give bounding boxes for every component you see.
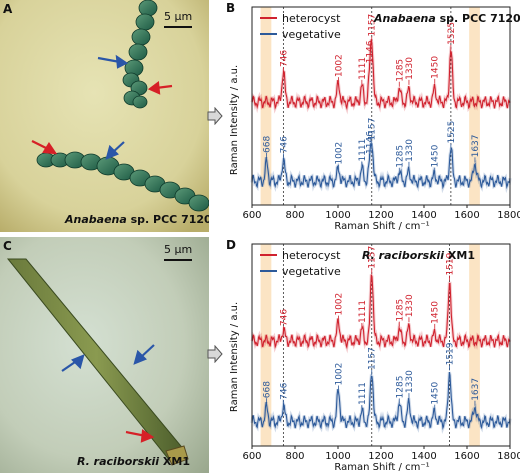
photo-label-c-italic: R. raciborskii bbox=[77, 455, 160, 468]
x-axis-label-b: Raman Shift / cm⁻¹ bbox=[334, 221, 429, 232]
chart-title-b: Anabaena sp. PCC 7120 bbox=[373, 12, 520, 25]
micrograph-anabaena: A 5 μm Anabaena sp. PCC 7120 bbox=[0, 0, 209, 232]
series-line bbox=[251, 142, 511, 190]
y-axis-label-b: Raman Intensity / a.u. bbox=[229, 65, 240, 175]
series-line bbox=[251, 39, 511, 111]
peak-label: 1002 bbox=[334, 142, 344, 165]
peak-label: 1525 bbox=[447, 121, 457, 144]
micrograph-raciborskii: C 5 μm R. raciborskii XM1 bbox=[0, 237, 209, 473]
peak-label: 1111 bbox=[358, 139, 368, 162]
peak-label: 1146 bbox=[365, 131, 375, 154]
peak-label: 1157 bbox=[368, 347, 378, 370]
peak-label: 1285 bbox=[395, 59, 405, 82]
peak-label: 746 bbox=[279, 50, 289, 67]
x-tick-label: 1000 bbox=[325, 210, 350, 221]
micrograph-raciborskii-image bbox=[0, 237, 209, 473]
legend-vegetative-label: vegetative bbox=[282, 28, 341, 41]
peak-label: 1637 bbox=[471, 134, 481, 157]
arrow-right-icon bbox=[207, 345, 223, 363]
x-tick-label: 1400 bbox=[411, 210, 436, 221]
x-tick-label: 1200 bbox=[368, 210, 393, 221]
peak-label: 668 bbox=[263, 381, 273, 398]
x-tick-label: 1800 bbox=[497, 451, 520, 462]
peak-label: 1285 bbox=[395, 376, 405, 399]
peak-label: 1002 bbox=[334, 293, 344, 316]
legend-b: heterocyst vegetative bbox=[260, 12, 341, 41]
peak-label: 1450 bbox=[431, 144, 441, 167]
x-tick-label: 600 bbox=[242, 210, 261, 221]
peak-label: 1111 bbox=[358, 57, 368, 80]
peak-label: 1285 bbox=[395, 299, 405, 322]
peak-label: 1450 bbox=[431, 381, 441, 404]
scale-bar-label-c: 5 μm bbox=[164, 243, 193, 256]
x-tick-label: 600 bbox=[242, 451, 261, 462]
peak-label: 1450 bbox=[431, 56, 441, 79]
highlight-band bbox=[260, 244, 272, 446]
x-tick-label: 1000 bbox=[325, 451, 350, 462]
x-tick-label: 1600 bbox=[454, 210, 479, 221]
photo-label-a-italic: Anabaena bbox=[65, 213, 127, 226]
arrow-right-icon bbox=[207, 107, 223, 125]
x-axis-label-d: Raman Shift / cm⁻¹ bbox=[334, 462, 429, 473]
panel-letter-b: B bbox=[226, 1, 235, 15]
panel-letter-a: A bbox=[3, 2, 13, 16]
peak-label: 1450 bbox=[431, 301, 441, 324]
peak-label: 1330 bbox=[405, 370, 415, 393]
peak-label: 1157 bbox=[368, 14, 378, 37]
photo-label-c-rest: XM1 bbox=[159, 455, 191, 468]
peak-label: 1002 bbox=[334, 54, 344, 77]
peak-label: 1330 bbox=[405, 294, 415, 317]
peak-label: 1519 bbox=[446, 252, 456, 275]
x-tick-label: 1400 bbox=[411, 451, 436, 462]
peak-label: 1330 bbox=[405, 139, 415, 162]
peak-label: 1285 bbox=[395, 145, 405, 168]
chart-title-d-italic: R. raciborskii bbox=[362, 249, 444, 262]
peak-label: 746 bbox=[279, 309, 289, 326]
peak-label: 1157 bbox=[368, 246, 378, 269]
legend-heterocyst-label: heterocyst bbox=[282, 12, 341, 25]
x-tick-label: 800 bbox=[285, 451, 304, 462]
micrograph-anabaena-image bbox=[0, 0, 209, 232]
scale-bar-label-a: 5 μm bbox=[164, 10, 193, 23]
peak-label: 1111 bbox=[358, 300, 368, 323]
legend-vegetative-label: vegetative bbox=[282, 265, 341, 278]
peak-label: 1525 bbox=[447, 22, 457, 45]
chart-title-b-italic: Anabaena bbox=[373, 12, 436, 25]
peak-label: 1002 bbox=[334, 363, 344, 386]
peak-label: 1111 bbox=[358, 382, 368, 405]
series-line bbox=[251, 371, 511, 431]
chart-title-d-rest: XM1 bbox=[444, 249, 475, 262]
photo-label-a-rest: sp. PCC 7120 bbox=[126, 213, 209, 226]
chart-title-b-rest: sp. PCC 7120 bbox=[436, 12, 520, 25]
panel-letter-c: C bbox=[3, 239, 12, 253]
x-tick-label: 800 bbox=[285, 210, 304, 221]
panel-letter-d: D bbox=[226, 238, 236, 252]
chart-title-d: R. raciborskii XM1 bbox=[362, 249, 475, 262]
photo-label-a: Anabaena sp. PCC 7120 bbox=[65, 213, 209, 226]
peak-label: 1519 bbox=[446, 342, 456, 365]
x-tick-label: 1200 bbox=[368, 451, 393, 462]
legend-heterocyst-label: heterocyst bbox=[282, 249, 341, 262]
y-axis-label-d: Raman Intensity / a.u. bbox=[229, 302, 240, 412]
peak-label: 1157 bbox=[368, 118, 378, 141]
peak-label: 1637 bbox=[471, 378, 481, 401]
peak-label: 1146 bbox=[365, 40, 375, 63]
series-line bbox=[251, 274, 511, 350]
legend-d: heterocyst vegetative bbox=[260, 249, 341, 278]
highlight-band bbox=[260, 7, 272, 205]
photo-label-c: R. raciborskii XM1 bbox=[77, 455, 190, 468]
peak-label: 1330 bbox=[405, 57, 415, 80]
peak-label: 746 bbox=[279, 136, 289, 153]
peak-label: 746 bbox=[279, 382, 289, 399]
x-tick-label: 1600 bbox=[454, 451, 479, 462]
x-tick-label: 1800 bbox=[497, 210, 520, 221]
peak-label: 668 bbox=[263, 136, 273, 153]
